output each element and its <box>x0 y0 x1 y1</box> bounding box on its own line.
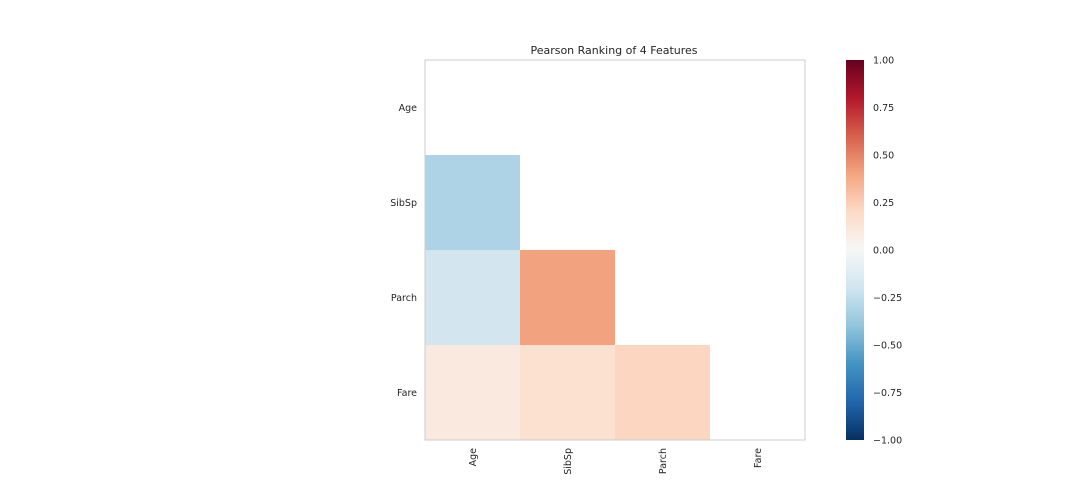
colorbar-tick-label: 1.00 <box>873 56 894 67</box>
x-tick-label-fare: Fare <box>753 448 764 468</box>
x-tick-label-sibsp: SibSp <box>563 448 574 475</box>
x-tick-label-parch: Parch <box>658 448 669 474</box>
y-tick-labels: Age SibSp Parch Fare <box>390 103 417 399</box>
colorbar-tick-label: 0.75 <box>873 103 894 114</box>
y-tick-label-age: Age <box>399 103 418 114</box>
heatmap-cell-fare-sibsp <box>520 345 615 440</box>
colorbar-tick-label: −1.00 <box>873 436 902 447</box>
x-tick-label-age: Age <box>468 448 479 467</box>
y-tick-label-parch: Parch <box>391 293 417 304</box>
colorbar-tick-label: −0.25 <box>873 293 902 304</box>
chart-title: Pearson Ranking of 4 Features <box>530 44 697 57</box>
heatmap-cell-parch-age <box>425 250 520 345</box>
x-tick-labels: Age SibSp Parch Fare <box>468 448 764 475</box>
heatmap-cell-sibsp-age <box>425 155 520 250</box>
heatmap-cell-fare-age <box>425 345 520 440</box>
colorbar-tick-label: −0.50 <box>873 341 902 352</box>
colorbar <box>846 60 864 440</box>
colorbar-tick-labels: 1.00 0.75 0.50 0.25 0.00 −0.25 −0.50 −0.75 −1.00 <box>873 56 902 447</box>
colorbar-tick-label: 0.00 <box>873 246 894 257</box>
y-tick-label-fare: Fare <box>397 388 417 399</box>
heatmap-cell-fare-parch <box>615 345 710 440</box>
colorbar-tick-label: 0.25 <box>873 198 894 209</box>
colorbar-tick-label: −0.75 <box>873 388 902 399</box>
y-tick-label-sibsp: SibSp <box>390 198 417 209</box>
plot-area-frame <box>424 59 806 441</box>
colorbar-tick-label: 0.50 <box>873 151 894 162</box>
heatmap-cell-parch-sibsp <box>520 250 615 345</box>
heatmap-cells <box>425 155 710 440</box>
